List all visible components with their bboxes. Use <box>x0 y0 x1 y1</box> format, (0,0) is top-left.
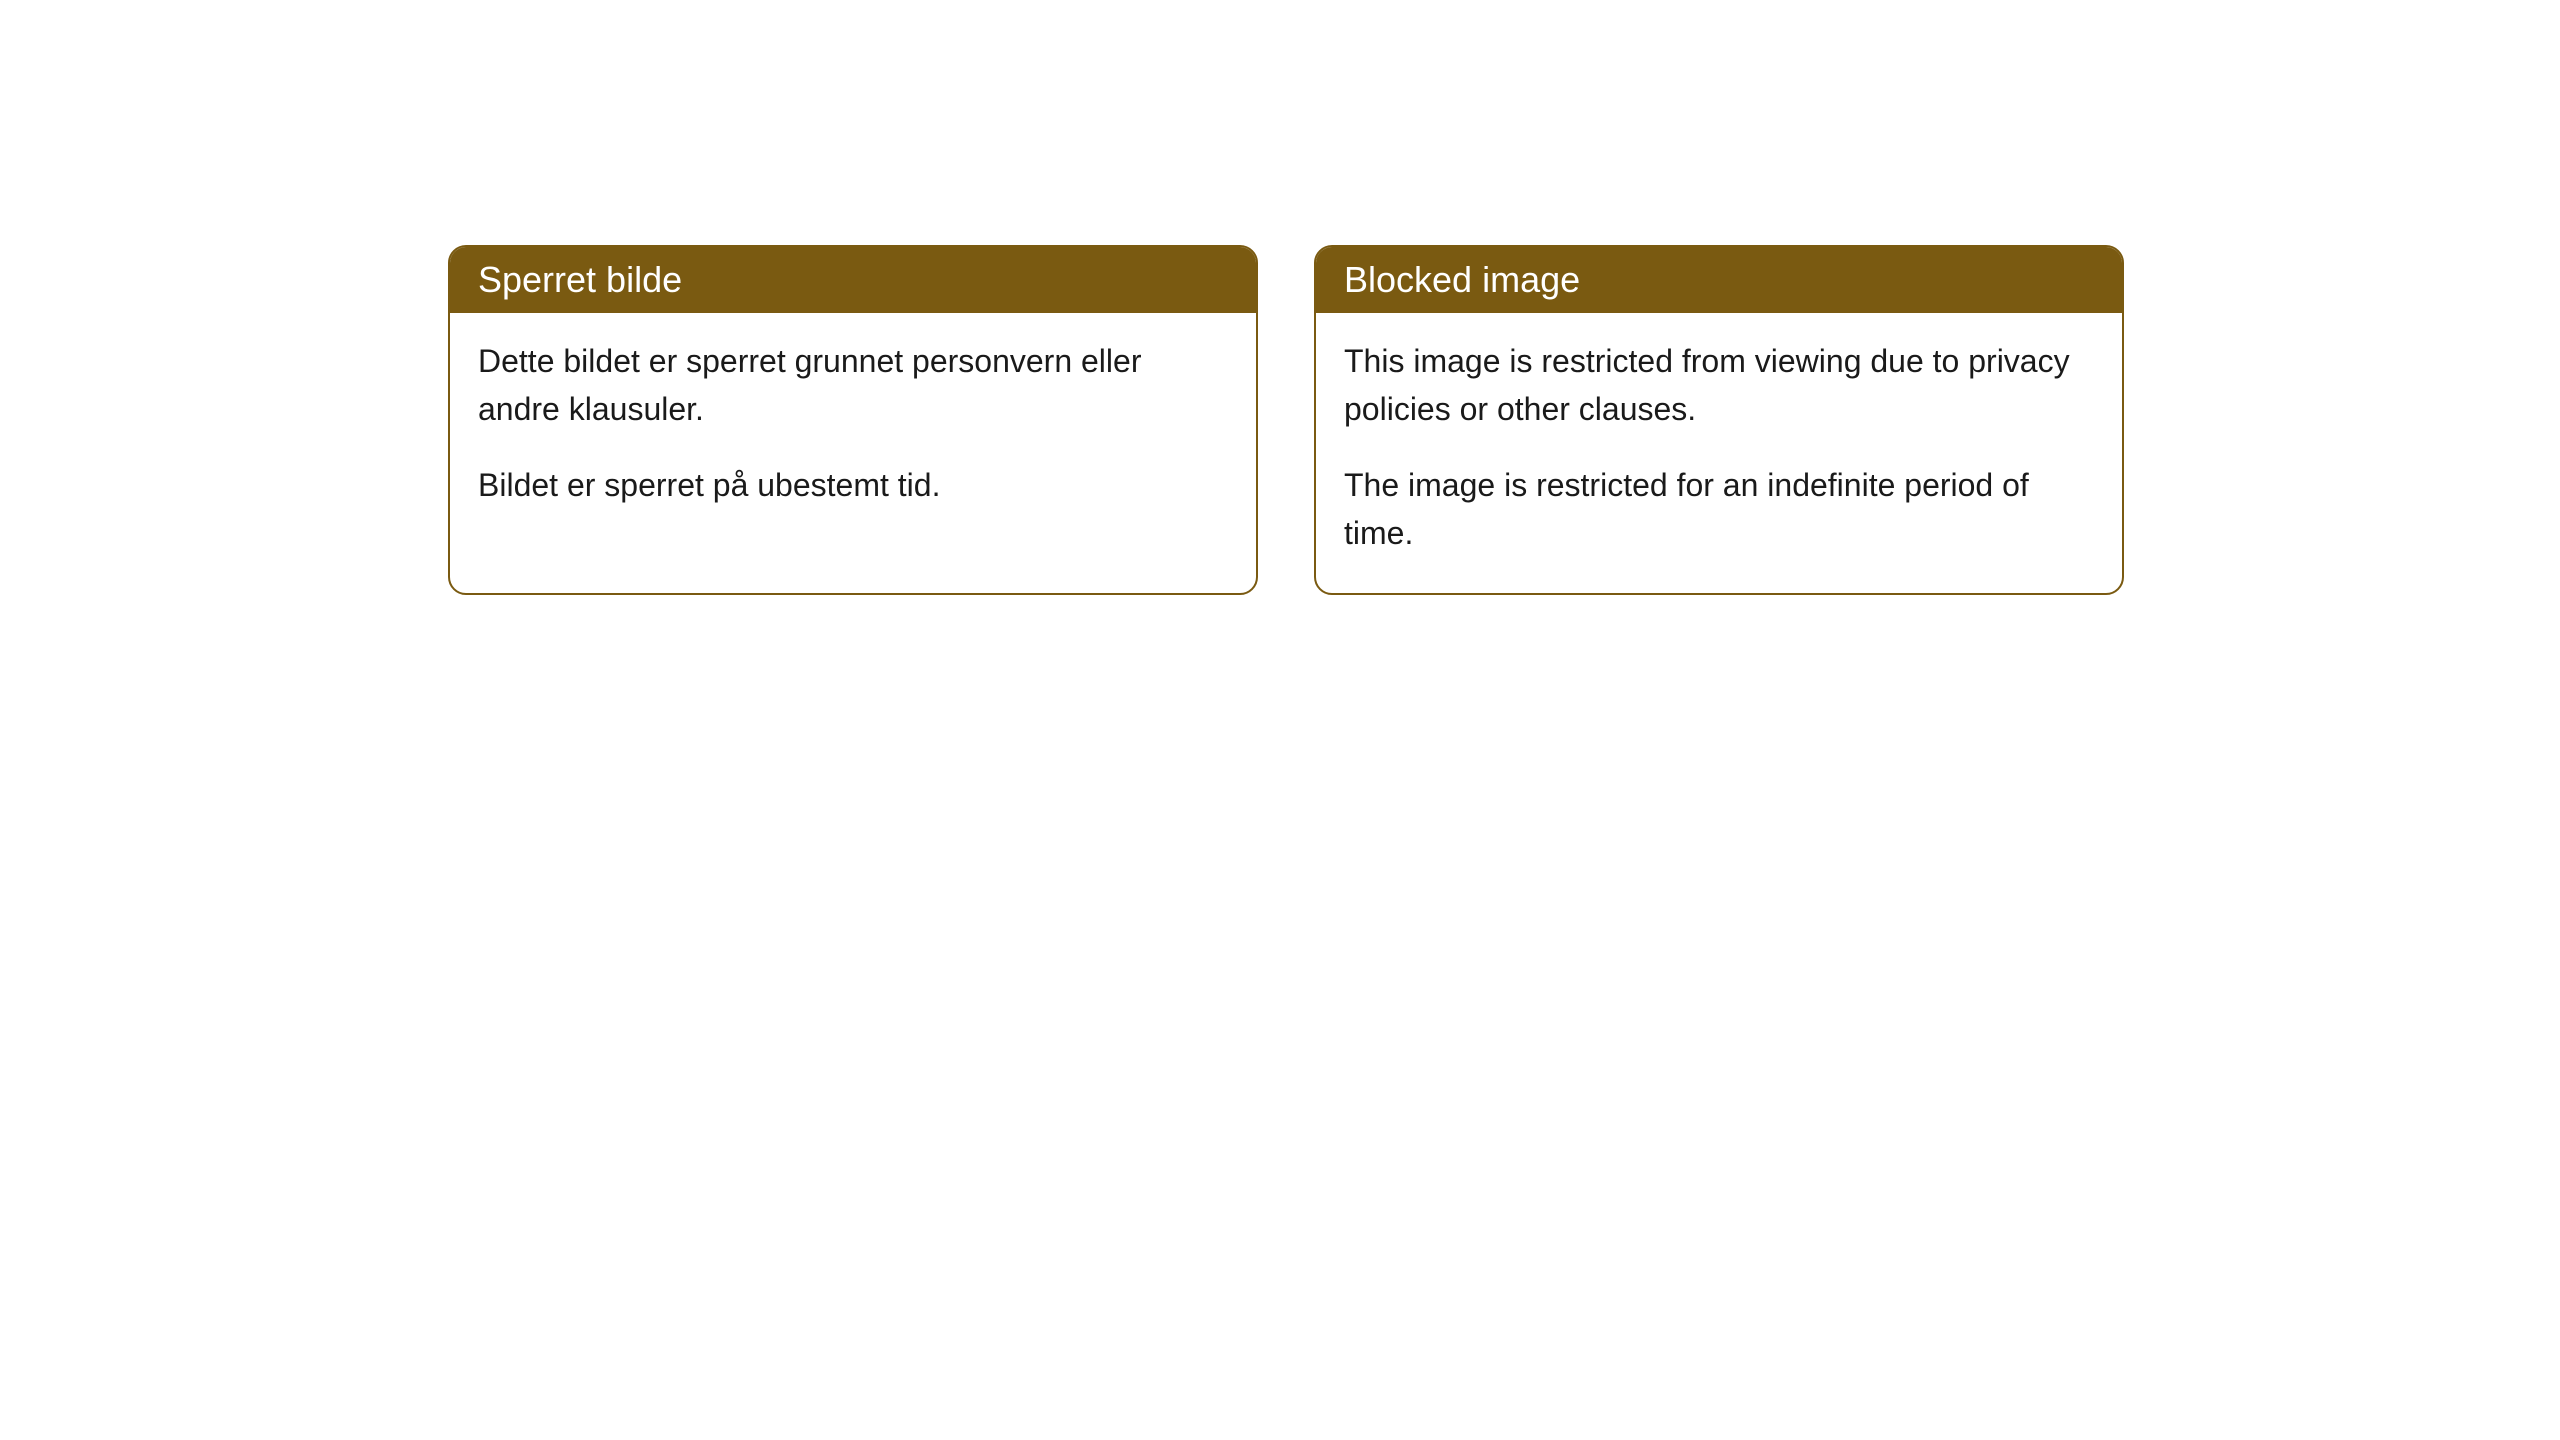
card-header: Sperret bilde <box>450 247 1256 313</box>
card-title: Blocked image <box>1344 259 1580 300</box>
notice-card-english: Blocked image This image is restricted f… <box>1314 245 2124 595</box>
card-body: This image is restricted from viewing du… <box>1316 313 2122 593</box>
card-body: Dette bildet er sperret grunnet personve… <box>450 313 1256 545</box>
notice-cards-container: Sperret bilde Dette bildet er sperret gr… <box>448 245 2124 595</box>
card-paragraph: Bildet er sperret på ubestemt tid. <box>478 461 1228 509</box>
notice-card-norwegian: Sperret bilde Dette bildet er sperret gr… <box>448 245 1258 595</box>
card-title: Sperret bilde <box>478 259 682 300</box>
card-header: Blocked image <box>1316 247 2122 313</box>
card-paragraph: The image is restricted for an indefinit… <box>1344 461 2094 557</box>
card-paragraph: Dette bildet er sperret grunnet personve… <box>478 337 1228 433</box>
card-paragraph: This image is restricted from viewing du… <box>1344 337 2094 433</box>
